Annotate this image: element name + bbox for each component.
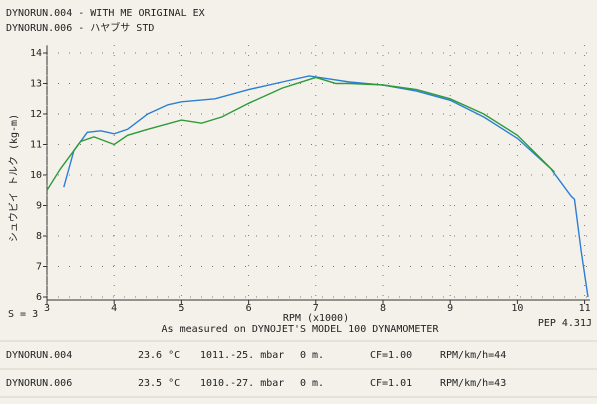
y-tick-label: 6 — [36, 292, 42, 303]
y-tick-label: 10 — [30, 170, 42, 181]
x-axis-label: RPM (x1000) — [283, 313, 349, 324]
run-info: 1010.-27. mbar — [200, 378, 284, 389]
run-info: DYNORUN.006 — [6, 378, 72, 389]
x-tick-label: 7 — [313, 303, 319, 314]
y-tick-label: 8 — [36, 231, 42, 242]
run-info: DYNORUN.004 — [6, 350, 72, 361]
version: PEP 4.31J — [538, 318, 592, 329]
run-info: RPM/km/h=43 — [440, 378, 506, 389]
x-tick-label: 11 — [579, 303, 591, 314]
run-info: 0 m. — [300, 350, 324, 361]
run-info: 0 m. — [300, 378, 324, 389]
x-tick-label: 6 — [246, 303, 252, 314]
torque-line — [46, 76, 555, 191]
y-tick-label: 12 — [30, 109, 42, 120]
y-tick-label: 14 — [30, 48, 42, 59]
y-axis-label: シュウビイ トルク (kg-m) — [8, 114, 20, 242]
x-tick-label: 8 — [380, 303, 386, 314]
run-info: 1011.-25. mbar — [200, 350, 284, 361]
x-tick-label: 4 — [111, 303, 117, 314]
run-info: 23.6 °C — [138, 350, 180, 361]
note: As measured on DYNOJET'S MODEL 100 DYNAM… — [162, 324, 440, 335]
y-tick-label: 9 — [36, 201, 42, 212]
legend-entry: DYNORUN.006 - ハヤブサ STD — [6, 21, 154, 34]
run-info: CF=1.00 — [370, 350, 412, 361]
x-tick-label: 3 — [44, 303, 50, 314]
run-info: 23.5 °C — [138, 378, 180, 389]
x-tick-label: 10 — [511, 303, 523, 314]
run-info: CF=1.01 — [370, 378, 412, 389]
legend-entry: DYNORUN.004 - WITH ME ORIGINAL EX — [6, 8, 205, 19]
run-info: RPM/km/h=44 — [440, 350, 506, 361]
y-tick-label: 13 — [30, 79, 42, 90]
smoothing: S = 3 — [8, 309, 38, 320]
y-tick-label: 7 — [36, 262, 42, 273]
x-tick-label: 5 — [178, 303, 184, 314]
y-tick-label: 11 — [30, 140, 42, 151]
x-tick-label: 9 — [447, 303, 453, 314]
